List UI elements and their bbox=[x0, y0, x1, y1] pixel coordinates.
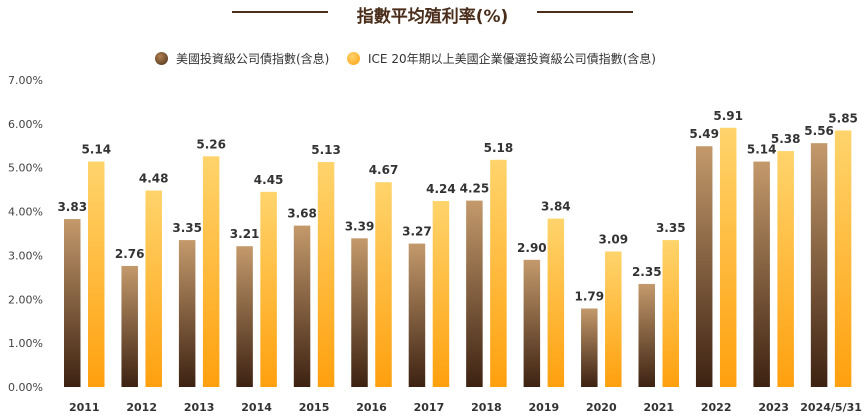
bar-orange bbox=[662, 240, 679, 387]
data-label: 3.68 bbox=[287, 207, 317, 221]
data-label: 3.83 bbox=[57, 200, 87, 214]
bar-brown bbox=[695, 146, 713, 387]
bar-orange bbox=[202, 156, 220, 387]
data-label: 2.76 bbox=[115, 247, 145, 261]
legend-marker-brown bbox=[155, 52, 168, 65]
data-label: 4.45 bbox=[254, 173, 284, 187]
bar-brown bbox=[178, 240, 196, 387]
y-tick-label: 6.00% bbox=[8, 118, 43, 131]
bar-orange bbox=[547, 218, 565, 387]
data-label: 3.09 bbox=[598, 232, 628, 246]
bar-orange bbox=[375, 182, 392, 387]
bar-brown bbox=[810, 143, 828, 387]
y-tick-label: 2.00% bbox=[8, 293, 43, 306]
y-tick-label: 1.00% bbox=[8, 337, 43, 350]
x-tick-label: 2016 bbox=[356, 401, 387, 414]
data-label: 2.35 bbox=[632, 265, 662, 279]
y-tick-label: 5.00% bbox=[8, 162, 43, 175]
x-tick-label: 2014 bbox=[241, 401, 272, 414]
data-label: 5.18 bbox=[484, 141, 514, 155]
title-rule-right bbox=[537, 11, 633, 13]
x-tick-label: 2021 bbox=[643, 401, 674, 414]
bar-orange bbox=[605, 251, 622, 387]
data-label: 5.91 bbox=[713, 109, 743, 123]
bar-brown bbox=[408, 243, 426, 387]
data-label: 5.56 bbox=[804, 124, 834, 138]
x-tick-label: 2015 bbox=[299, 401, 330, 414]
chart-title: 指數平均殖利率(%) bbox=[356, 7, 509, 27]
bar-orange bbox=[260, 191, 277, 387]
data-label: 5.13 bbox=[311, 143, 341, 157]
data-label: 3.27 bbox=[402, 225, 432, 239]
bar-brown bbox=[236, 246, 253, 387]
data-label: 5.49 bbox=[689, 127, 719, 141]
x-tick-label: 2013 bbox=[184, 401, 215, 414]
bar-brown bbox=[351, 238, 368, 387]
data-label: 4.67 bbox=[369, 163, 399, 177]
y-tick-label: 3.00% bbox=[8, 249, 43, 262]
x-tick-label: 2011 bbox=[69, 401, 100, 414]
data-label: 5.14 bbox=[81, 143, 111, 157]
data-label: 3.35 bbox=[172, 221, 202, 235]
data-label: 2.90 bbox=[517, 241, 547, 255]
x-tick-label: 2022 bbox=[701, 401, 732, 414]
data-label: 5.85 bbox=[828, 111, 858, 125]
data-label: 3.39 bbox=[345, 219, 375, 233]
data-label: 3.35 bbox=[656, 221, 686, 235]
bar-brown bbox=[581, 308, 598, 387]
bar-orange bbox=[145, 190, 162, 387]
data-label: 4.25 bbox=[460, 182, 490, 196]
bar-orange bbox=[719, 127, 737, 387]
y-tick-label: 7.00% bbox=[8, 74, 43, 87]
bar-orange bbox=[777, 151, 794, 387]
bar-brown bbox=[466, 200, 483, 387]
x-tick-label: 2020 bbox=[586, 401, 617, 414]
data-label: 4.48 bbox=[139, 172, 169, 186]
x-tick-label: 2024/5/31 bbox=[800, 401, 862, 414]
x-tick-label: 2023 bbox=[758, 401, 789, 414]
bar-brown bbox=[638, 283, 655, 387]
bar-orange bbox=[834, 130, 852, 387]
data-label: 5.14 bbox=[747, 143, 777, 157]
x-tick-label: 2012 bbox=[126, 401, 157, 414]
legend-item-series-1: 美國投資級公司債指數(含息) bbox=[155, 50, 329, 67]
x-tick-label: 2018 bbox=[471, 401, 502, 414]
bar-brown bbox=[753, 161, 770, 387]
legend-item-series-2: ICE 20年期以上美國企業優選投資級公司債指數(含息) bbox=[347, 50, 656, 67]
title-rule-left bbox=[232, 11, 328, 13]
bar-orange bbox=[88, 161, 105, 387]
bar-orange bbox=[490, 159, 507, 387]
bar-orange bbox=[317, 162, 335, 387]
legend-label: 美國投資級公司債指數(含息) bbox=[176, 52, 330, 66]
bar-brown bbox=[523, 259, 541, 387]
bar-brown bbox=[293, 225, 311, 387]
y-tick-label: 0.00% bbox=[8, 381, 43, 394]
bar-brown bbox=[121, 265, 138, 387]
data-label: 4.24 bbox=[426, 182, 456, 196]
data-label: 3.84 bbox=[541, 200, 571, 214]
data-label: 3.21 bbox=[230, 227, 260, 241]
legend-marker-orange bbox=[347, 52, 360, 65]
legend-label: ICE 20年期以上美國企業優選投資級公司債指數(含息) bbox=[368, 52, 656, 66]
bar-orange bbox=[432, 201, 450, 387]
bar-brown bbox=[64, 219, 81, 387]
data-label: 5.26 bbox=[196, 137, 226, 151]
x-tick-label: 2017 bbox=[414, 401, 445, 414]
y-tick-label: 4.00% bbox=[8, 206, 43, 219]
data-label: 5.38 bbox=[771, 132, 801, 146]
data-label: 1.79 bbox=[574, 289, 604, 303]
x-tick-label: 2019 bbox=[529, 401, 560, 414]
